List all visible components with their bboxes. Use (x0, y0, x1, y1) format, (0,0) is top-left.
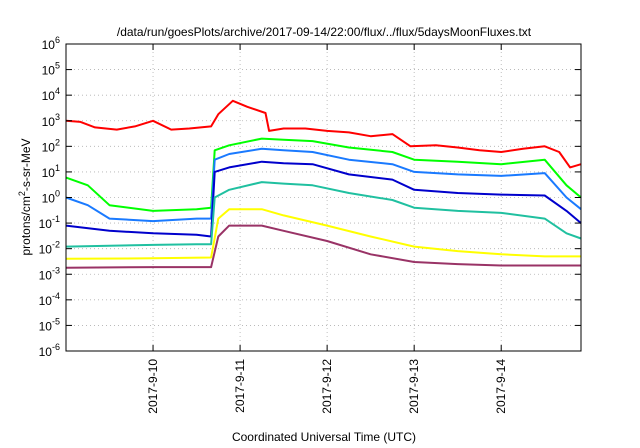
x-tick-label: 2017-9-11 (233, 359, 247, 413)
series-line-2 (65, 137, 582, 212)
x-tick-label: 2017-9-14 (494, 359, 508, 414)
series-group (65, 99, 582, 269)
x-tick-label: 2017-9-10 (146, 359, 160, 414)
x-axis-label: Coordinated Universal Time (UTC) (232, 430, 416, 444)
y-tick-label: 10-2 (39, 240, 60, 257)
y-axis-label-superscript: 2 (17, 191, 27, 196)
x-tick-label: 2017-9-13 (407, 359, 421, 414)
series-line-1 (65, 99, 582, 169)
series-line-4 (65, 160, 582, 238)
y-tick-label: 10-4 (39, 291, 60, 308)
y-tick-label: 100 (42, 189, 60, 206)
y-axis-label-part: -s-sr-MeV (19, 138, 33, 191)
y-axis-ticks: 10-6 10-5 10-4 10-3 10-2 10-1 100 101 102 103 104 1… (39, 35, 581, 359)
series-line-7 (65, 224, 581, 269)
y-tick-label: 105 (42, 61, 60, 78)
series-line-5 (65, 181, 582, 248)
plot-frame (65, 43, 582, 352)
y-axis-label-part: protons/cm (19, 196, 33, 255)
y-tick-label: 103 (42, 112, 60, 129)
series-line-6 (65, 208, 581, 260)
y-tick-label: 102 (42, 137, 60, 154)
chart-title: /data/run/goesPlots/archive/2017-09-14/2… (117, 25, 532, 39)
y-tick-label: 10-3 (39, 265, 60, 282)
y-tick-label: 10-1 (39, 214, 60, 231)
grid-lines (66, 44, 581, 351)
x-axis-ticks: 2017-9-10 2017-9-11 2017-9-12 2017-9-13 2017… (146, 44, 508, 414)
series-line-3 (65, 147, 582, 223)
y-tick-label: 104 (42, 86, 60, 103)
y-tick-label: 10-6 (39, 342, 60, 359)
y-tick-label: 106 (42, 35, 60, 52)
y-tick-label: 101 (42, 163, 60, 180)
y-axis-label: protons/cm2-s-sr-MeV (17, 138, 33, 255)
y-tick-label: 10-5 (39, 316, 60, 333)
x-tick-label: 2017-9-12 (320, 359, 334, 414)
